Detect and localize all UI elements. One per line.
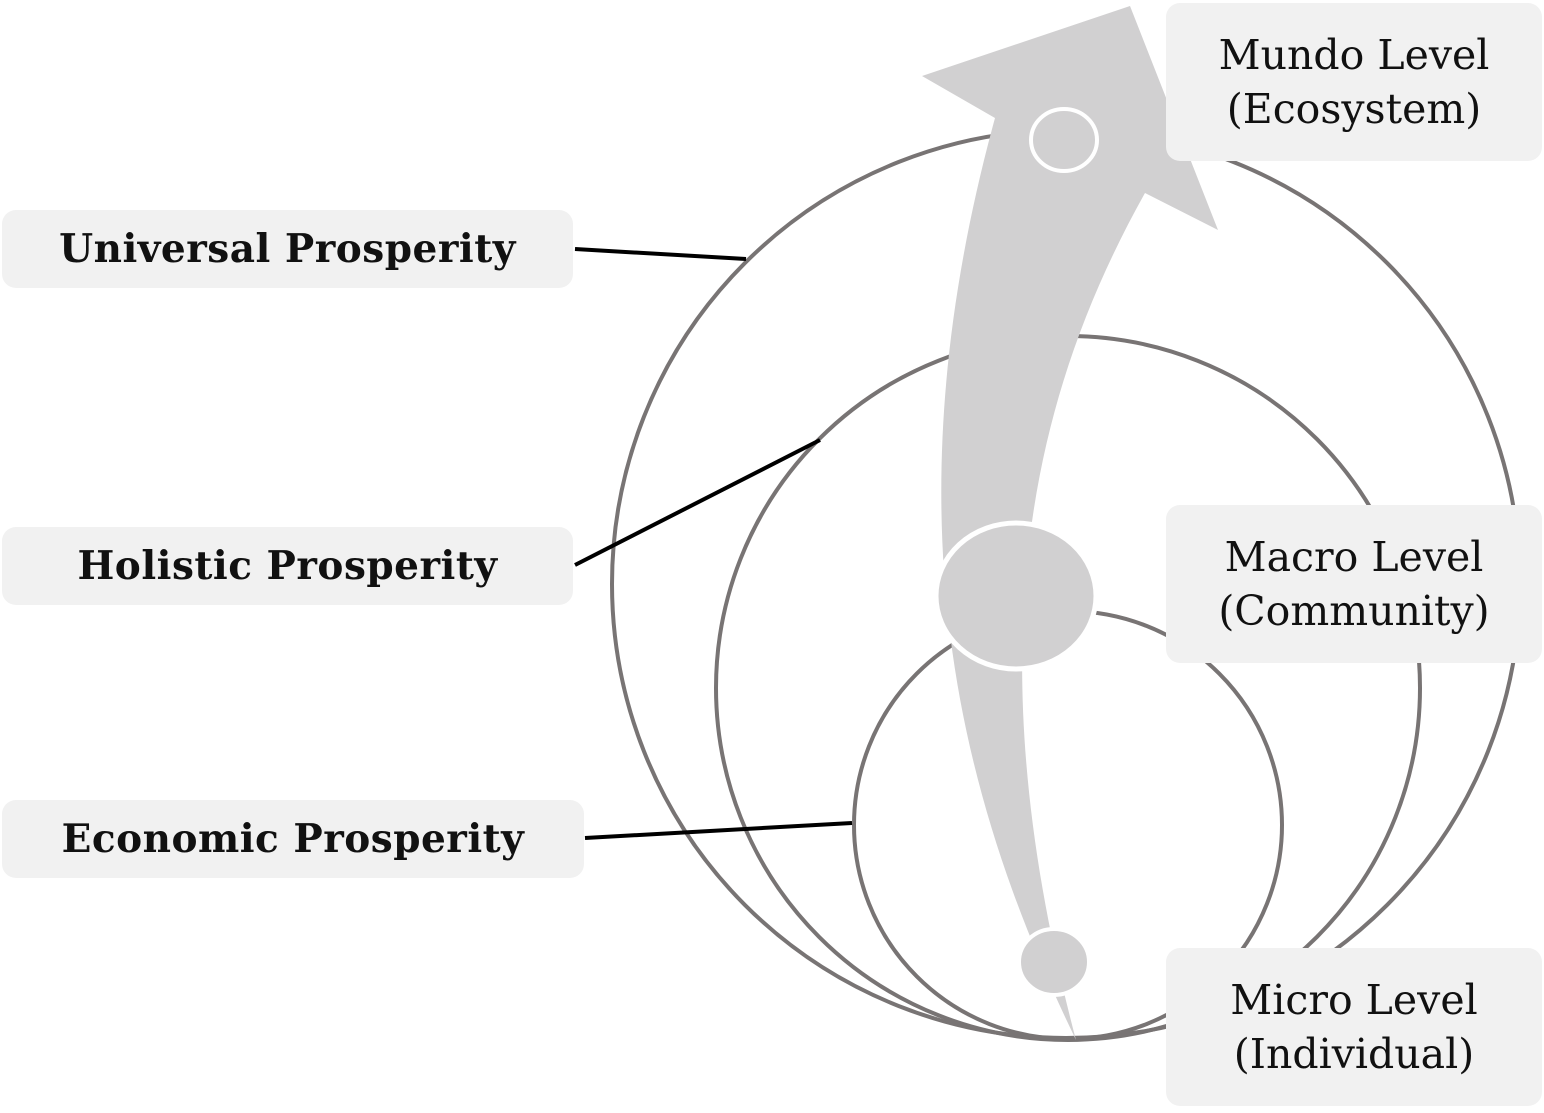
mundo-level-marker bbox=[1029, 107, 1099, 173]
micro-level-label: Micro Level (Individual) bbox=[1166, 948, 1542, 1106]
economic-prosperity-label: Economic Prosperity bbox=[2, 800, 584, 878]
holistic-prosperity-text: Holistic Prosperity bbox=[77, 543, 498, 589]
connector-holistic bbox=[574, 438, 821, 567]
mundo-level-scope: (Ecosystem) bbox=[1226, 85, 1482, 133]
universal-prosperity-text: Universal Prosperity bbox=[59, 226, 516, 272]
economic-prosperity-text: Economic Prosperity bbox=[61, 816, 525, 862]
macro-level-name: Macro Level bbox=[1224, 533, 1484, 581]
growth-arrow bbox=[922, 6, 1218, 1040]
mundo-level-label: Mundo Level (Ecosystem) bbox=[1166, 3, 1542, 161]
connector-economic bbox=[584, 821, 853, 840]
connector-universal bbox=[574, 247, 747, 261]
holistic-prosperity-label: Holistic Prosperity bbox=[2, 527, 573, 605]
macro-level-marker bbox=[933, 520, 1099, 672]
macro-level-label: Macro Level (Community) bbox=[1166, 505, 1542, 663]
mundo-level-name: Mundo Level bbox=[1218, 31, 1490, 79]
micro-level-name: Micro Level bbox=[1230, 976, 1478, 1024]
micro-level-scope: (Individual) bbox=[1233, 1030, 1475, 1078]
micro-level-marker bbox=[1017, 927, 1091, 997]
universal-prosperity-label: Universal Prosperity bbox=[2, 210, 573, 288]
macro-level-scope: (Community) bbox=[1218, 587, 1490, 635]
